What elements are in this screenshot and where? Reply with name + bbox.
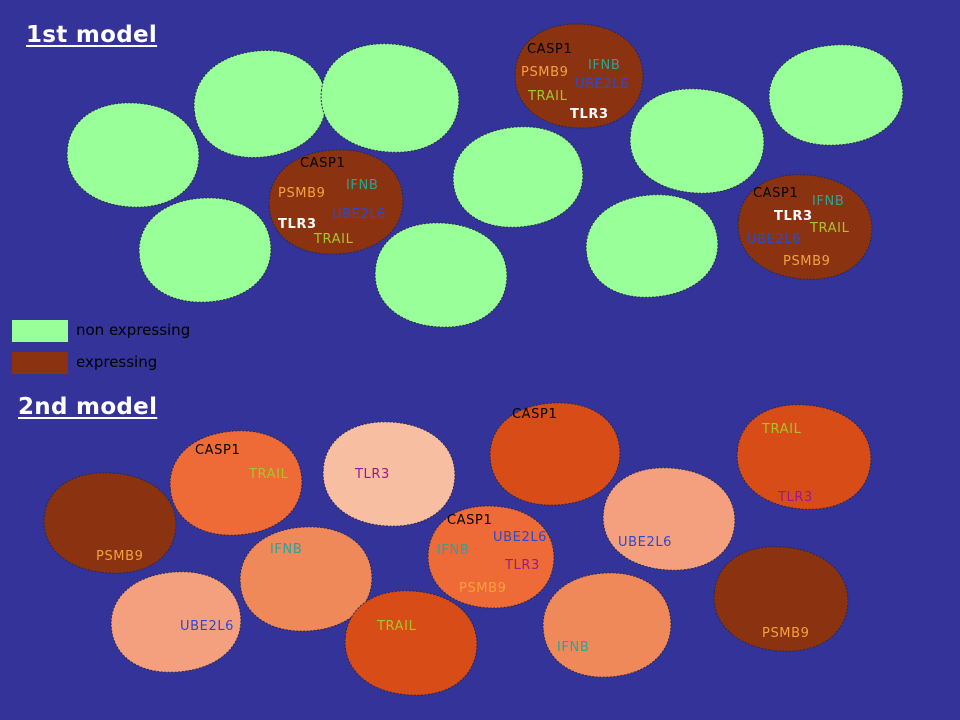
cell-model-1 — [374, 222, 508, 328]
gene-label-tlr3: TLR3 — [354, 467, 390, 482]
gene-label-ube2l6: UBE2L6 — [747, 232, 801, 247]
gene-label-tlr3: TLR3 — [504, 558, 540, 573]
cell-model-1 — [737, 174, 873, 280]
gene-label-ifnb: IFNB — [346, 178, 378, 193]
gene-label-tlr3: TLR3 — [777, 490, 813, 505]
gene-label-casp1: CASP1 — [447, 513, 492, 528]
legend-swatch-expressing — [12, 352, 68, 374]
cell-model-1 — [452, 126, 584, 228]
cell-model-2 — [602, 467, 736, 571]
cell-model-2 — [713, 546, 849, 652]
gene-label-ifnb: IFNB — [812, 194, 844, 209]
gene-label-trail: TRAIL — [761, 422, 802, 437]
cell-model-2 — [322, 421, 456, 527]
gene-label-tlr3: TLR3 — [774, 209, 813, 224]
gene-label-ifnb: IFNB — [270, 542, 302, 557]
gene-label-trail: TRAIL — [376, 619, 417, 634]
cell-model-1 — [193, 50, 327, 158]
gene-label-ube2l6: UBE2L6 — [332, 207, 386, 222]
cell-model-2 — [239, 526, 373, 632]
cell-model-1 — [320, 43, 460, 153]
gene-label-ifnb: IFNB — [588, 58, 620, 73]
gene-label-casp1: CASP1 — [527, 42, 572, 57]
gene-label-ifnb: IFNB — [557, 640, 589, 655]
gene-label-trail: TRAIL — [527, 89, 568, 104]
cell-model-2 — [489, 402, 621, 506]
gene-label-trail: TRAIL — [248, 467, 289, 482]
legend-label-non-expressing: non expressing — [76, 321, 191, 339]
gene-label-casp1: CASP1 — [195, 443, 240, 458]
gene-label-trail: TRAIL — [313, 232, 354, 247]
cell-model-1 — [268, 149, 404, 255]
cell-model-1 — [138, 197, 272, 303]
cell-model-1 — [514, 23, 644, 129]
cell-model-2 — [427, 505, 555, 609]
cell-model-2 — [43, 472, 177, 574]
cell-model-1 — [585, 194, 719, 298]
cell-model-2 — [736, 404, 872, 510]
legend-swatch-non-expressing — [12, 320, 68, 342]
legend-label-expressing: expressing — [76, 353, 158, 371]
gene-label-trail: TRAIL — [809, 221, 850, 236]
cell-model-2 — [169, 430, 303, 536]
cell-model-1 — [629, 88, 765, 194]
gene-label-psmb9: PSMB9 — [96, 549, 144, 564]
gene-label-psmb9: PSMB9 — [521, 65, 569, 80]
model-2-title: 2nd model — [18, 394, 158, 420]
gene-label-psmb9: PSMB9 — [783, 254, 831, 269]
cell-model-1 — [66, 102, 200, 208]
gene-label-ube2l6: UBE2L6 — [575, 77, 629, 92]
cell-model-2 — [110, 571, 242, 673]
cell-model-2 — [344, 590, 478, 696]
cell-model-1 — [768, 44, 904, 146]
gene-label-psmb9: PSMB9 — [459, 581, 507, 596]
gene-label-tlr3: TLR3 — [570, 107, 609, 122]
gene-label-psmb9: PSMB9 — [762, 626, 810, 641]
gene-label-casp1: CASP1 — [512, 407, 557, 422]
gene-label-ube2l6: UBE2L6 — [180, 619, 234, 634]
cell-model-2 — [542, 572, 672, 678]
model-1-title: 1st model — [26, 22, 158, 48]
gene-label-ube2l6: UBE2L6 — [493, 530, 547, 545]
gene-label-psmb9: PSMB9 — [278, 186, 326, 201]
gene-label-tlr3: TLR3 — [278, 217, 317, 232]
gene-label-casp1: CASP1 — [753, 186, 798, 201]
gene-label-ube2l6: UBE2L6 — [618, 535, 672, 550]
gene-label-ifnb: IFNB — [437, 543, 469, 558]
gene-label-casp1: CASP1 — [300, 156, 345, 171]
